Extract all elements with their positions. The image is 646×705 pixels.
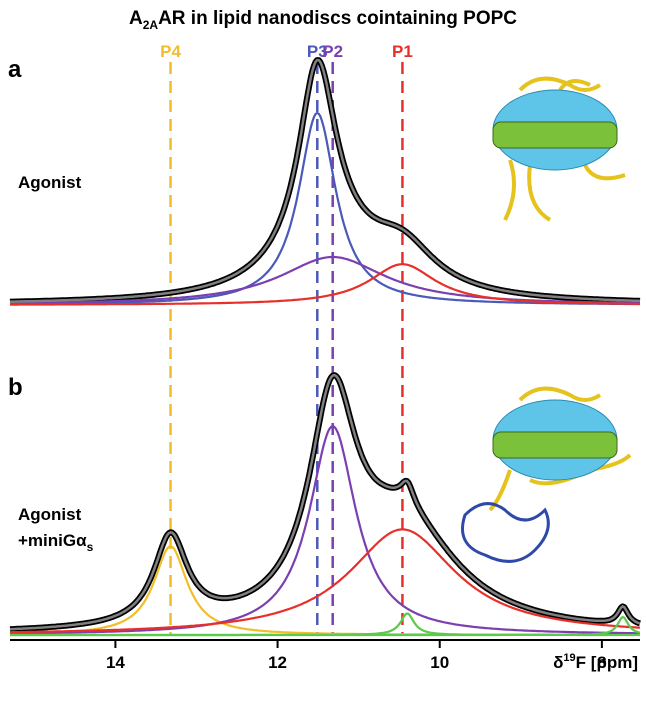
title-sub: 2A bbox=[143, 18, 159, 32]
title: A2AAR in lipid nanodiscs cointaining POP… bbox=[129, 8, 517, 32]
x-tick-label: 14 bbox=[106, 653, 125, 672]
condition-sub: s bbox=[87, 540, 94, 554]
illustration bbox=[492, 76, 626, 222]
title-text: AR in lipid nanodiscs cointaining POPC bbox=[158, 8, 517, 29]
peak-label: P2 bbox=[322, 42, 343, 61]
condition-label: Agonist bbox=[18, 505, 82, 524]
fit-component bbox=[10, 425, 640, 635]
panel-label: a bbox=[8, 56, 22, 83]
x-tick-label: 8 bbox=[597, 653, 606, 672]
condition-text: Agonist bbox=[18, 173, 82, 192]
fit-component bbox=[10, 528, 641, 634]
x-tick-label: 10 bbox=[430, 653, 449, 672]
panel-label: b bbox=[8, 374, 23, 401]
fit-total bbox=[9, 373, 641, 631]
condition-text: Agonist bbox=[18, 505, 82, 524]
peak-label: P3 bbox=[307, 42, 328, 61]
condition-text: +miniGα bbox=[18, 531, 87, 550]
x-axis-label-sup: 19 bbox=[563, 652, 575, 664]
x-tick-label: 12 bbox=[268, 653, 287, 672]
illustration bbox=[461, 386, 632, 563]
fit-component bbox=[9, 111, 641, 306]
fit-component bbox=[10, 263, 640, 306]
title-text: A bbox=[129, 8, 143, 29]
x-axis-label: δ19F [ppm] bbox=[553, 652, 638, 672]
peak-label: P1 bbox=[392, 42, 413, 61]
x-axis-label-text: F [ppm] bbox=[576, 653, 638, 672]
fit-total bbox=[9, 58, 641, 303]
peak-label: P4 bbox=[160, 42, 181, 61]
fit-component bbox=[10, 615, 641, 637]
condition-label: +miniGαs bbox=[18, 531, 94, 554]
x-axis-label-text: δ bbox=[553, 653, 563, 672]
condition-label: Agonist bbox=[18, 173, 82, 192]
